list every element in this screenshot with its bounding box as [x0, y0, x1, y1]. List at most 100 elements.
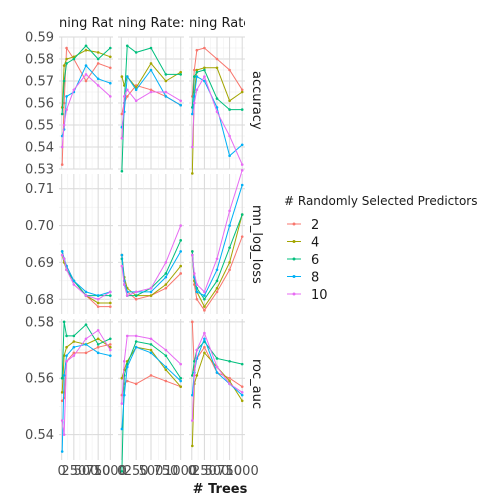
legend-key-point: [292, 240, 296, 243]
data-point: [193, 75, 196, 78]
data-point: [215, 357, 219, 360]
data-point: [65, 345, 68, 349]
data-point: [122, 95, 126, 98]
data-point: [149, 90, 153, 94]
data-point: [96, 351, 100, 355]
data-point: [179, 99, 182, 103]
data-point: [240, 213, 244, 216]
data-point: [215, 110, 219, 114]
row-strip-roc-auc: roc_auc: [249, 359, 264, 409]
data-point: [164, 286, 168, 290]
x-axis-title: # Trees: [193, 482, 248, 497]
data-point: [125, 334, 129, 338]
x-tick-label: 0: [58, 464, 66, 479]
data-point: [228, 379, 231, 383]
data-point: [215, 106, 219, 109]
data-point: [65, 108, 68, 111]
data-point: [164, 261, 168, 264]
data-point: [179, 362, 182, 366]
panel-series: [120, 224, 182, 301]
y-tick-label: 0.59: [25, 31, 54, 46]
legend-key-point: [292, 292, 296, 296]
data-point: [122, 283, 126, 286]
data-point: [72, 334, 76, 338]
data-point: [193, 374, 196, 377]
data-point: [228, 99, 231, 103]
data-point: [109, 354, 112, 357]
data-point: [96, 305, 100, 308]
legend-title: # Randomly Selected Predictors: [284, 194, 478, 208]
data-point: [195, 75, 199, 78]
y-tick-label: 0.71: [25, 182, 54, 197]
row-strip-accuracy: accuracy: [249, 71, 264, 130]
data-point: [96, 77, 100, 81]
data-point: [164, 379, 168, 383]
data-point: [149, 290, 153, 294]
col-strip-2: ning Rate:: [118, 16, 185, 31]
data-point: [215, 365, 219, 369]
data-point: [240, 163, 244, 166]
data-point: [228, 382, 231, 386]
data-point: [203, 331, 206, 335]
panel-series: [60, 44, 112, 166]
data-point: [109, 55, 112, 59]
data-point: [96, 51, 100, 54]
data-point: [96, 328, 100, 332]
y-tick-label: 0.69: [25, 256, 54, 271]
legend-label: 8: [311, 271, 319, 286]
data-point: [195, 283, 199, 286]
panel-series: [191, 320, 244, 448]
data-point: [215, 268, 219, 272]
data-point: [84, 323, 88, 326]
y-tick-label: 0.56: [25, 97, 54, 112]
data-point: [215, 286, 219, 290]
data-point: [228, 376, 231, 380]
data-point: [149, 88, 153, 92]
data-point: [240, 393, 244, 397]
data-point: [125, 95, 129, 98]
data-point: [125, 75, 129, 78]
data-point: [179, 379, 182, 383]
data-point: [164, 283, 168, 286]
data-point: [195, 348, 199, 352]
x-tick-label: 1000: [94, 464, 127, 479]
data-point: [203, 46, 206, 50]
data-point: [215, 97, 219, 100]
data-point: [84, 351, 88, 355]
data-point: [240, 143, 244, 147]
panels: [59, 36, 245, 473]
panel-series: [60, 250, 112, 308]
panel-series: [120, 334, 182, 473]
data-point: [203, 337, 206, 341]
data-point: [164, 275, 168, 279]
x-tick-label: 500: [74, 464, 99, 479]
data-point: [149, 294, 153, 297]
panel-series: [120, 44, 182, 173]
data-point: [134, 99, 138, 103]
data-point: [179, 272, 182, 275]
data-point: [149, 343, 153, 346]
data-point: [228, 134, 231, 138]
data-point: [228, 209, 231, 213]
data-point: [72, 354, 76, 357]
x-tick-label: 0: [188, 464, 196, 479]
data-point: [149, 68, 153, 72]
panel-series: [60, 320, 112, 453]
data-point: [228, 246, 231, 249]
data-point: [120, 169, 124, 173]
data-point: [149, 351, 153, 355]
y-tick-label: 0.54: [25, 428, 54, 443]
data-point: [120, 427, 124, 431]
data-point: [191, 145, 194, 149]
data-point: [109, 337, 112, 341]
data-point: [134, 51, 138, 54]
data-point: [65, 62, 68, 65]
data-point: [179, 264, 182, 268]
data-point: [215, 57, 219, 61]
data-point: [164, 365, 168, 369]
x-tick-label: 500: [205, 464, 230, 479]
data-point: [120, 75, 124, 78]
legend-item: 8: [287, 271, 319, 286]
data-point: [62, 79, 66, 83]
data-point: [149, 374, 153, 377]
